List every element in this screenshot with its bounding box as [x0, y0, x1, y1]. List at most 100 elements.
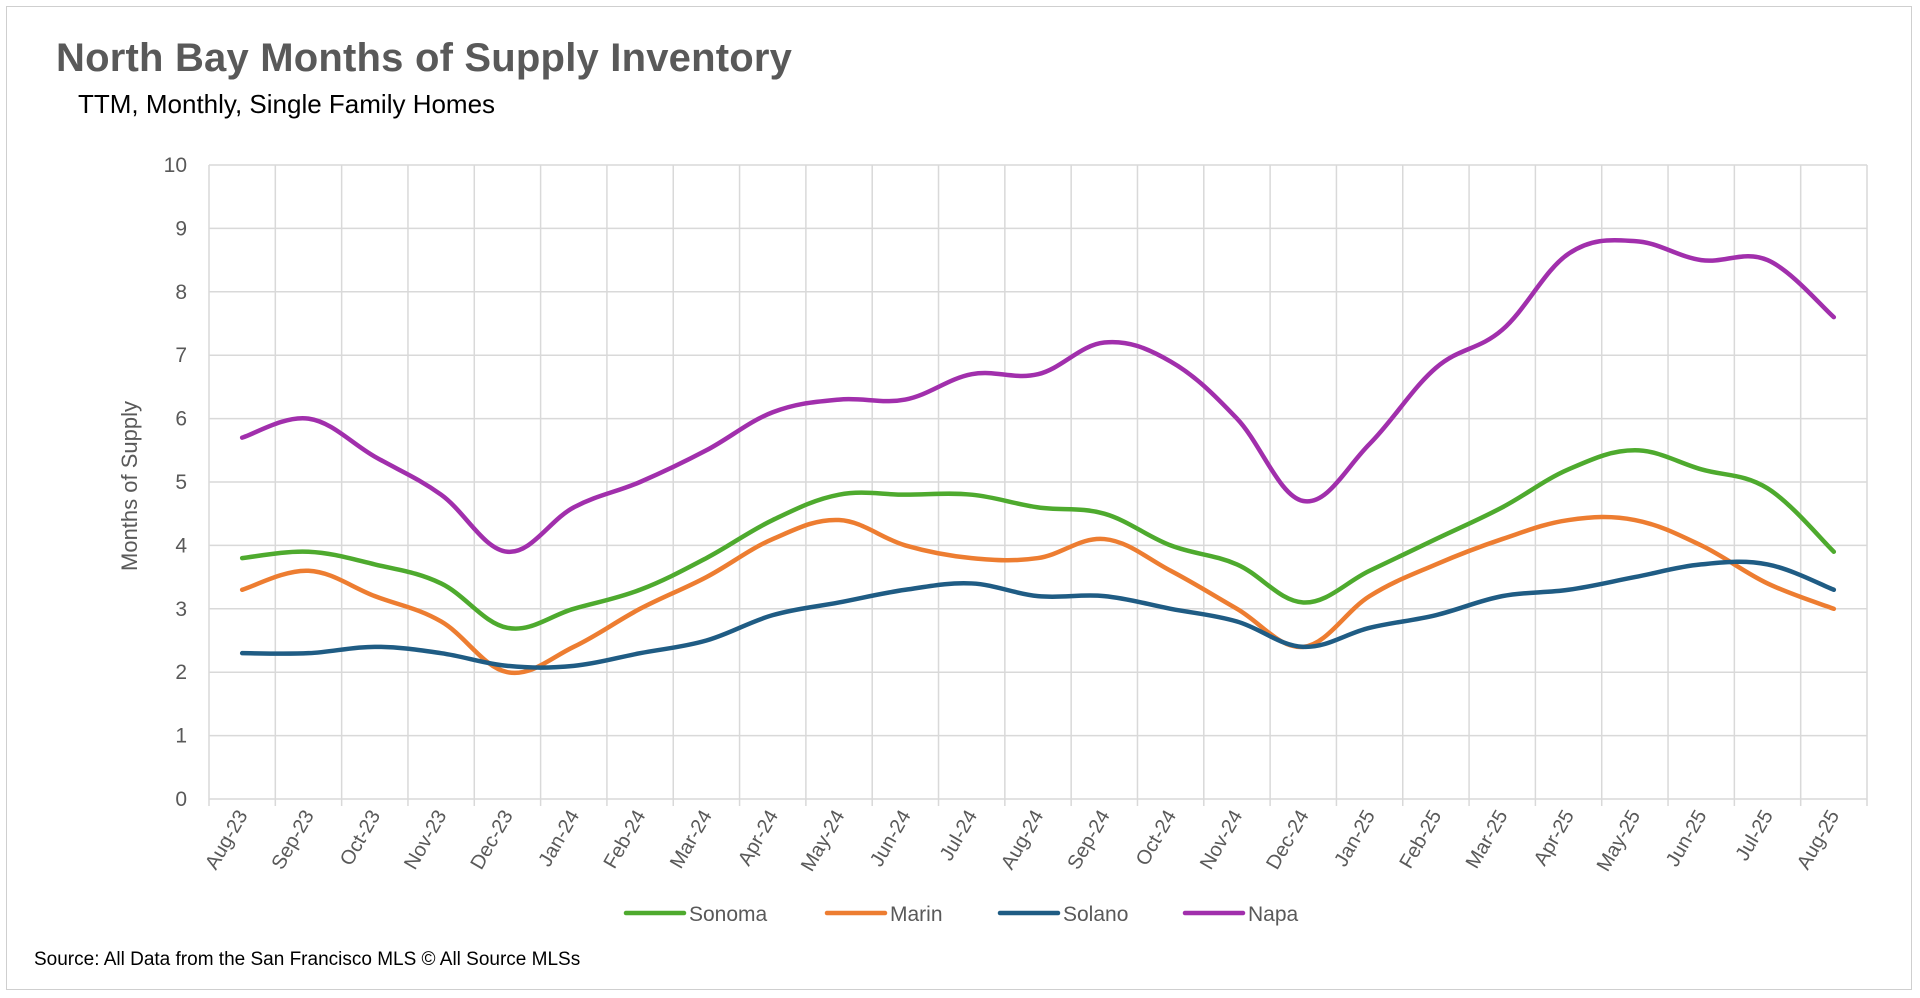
data-point-solano [771, 613, 775, 617]
data-point-sonoma [1699, 467, 1703, 471]
data-point-marin [505, 670, 509, 674]
y-tick-label: 7 [175, 344, 187, 367]
data-point-marin [439, 619, 443, 623]
data-point-sonoma [1633, 448, 1637, 452]
x-tick-label: Feb-25 [1396, 807, 1447, 873]
chart-frame [6, 6, 1912, 990]
data-point-sonoma [1036, 505, 1040, 509]
legend-label-solano: Solano [1063, 903, 1128, 926]
data-point-sonoma [903, 493, 907, 497]
data-point-marin [1102, 537, 1106, 541]
data-point-napa [1301, 499, 1305, 503]
x-tick-label: Jul-24 [936, 807, 982, 865]
data-point-napa [1567, 252, 1571, 256]
grid-lines [208, 164, 1868, 806]
x-tick-label: Sep-24 [1063, 807, 1114, 874]
data-point-napa [1633, 239, 1637, 243]
x-tick-label: Dec-24 [1262, 807, 1313, 874]
data-point-napa [306, 417, 310, 421]
data-point-napa [572, 505, 576, 509]
y-tick-label: 3 [175, 598, 187, 621]
data-point-napa [1036, 372, 1040, 376]
data-point-solano [837, 600, 841, 604]
y-axis-ticks: 0 1 2 3 4 5 6 7 8 9 10 [164, 154, 188, 811]
data-point-napa [837, 398, 841, 402]
data-point-napa [373, 455, 377, 459]
x-axis-ticks: Aug-23 Sep-23 Oct-23 Nov-23 Dec-23 Jan-24 Feb-… [201, 807, 1844, 876]
data-point-napa [1699, 258, 1703, 262]
data-point-marin [837, 518, 841, 522]
data-point-napa [638, 480, 642, 484]
data-point-solano [1102, 594, 1106, 598]
y-tick-label: 2 [175, 661, 187, 684]
data-point-napa [1434, 366, 1438, 370]
data-point-sonoma [1169, 543, 1173, 547]
x-tick-label: Nov-23 [400, 807, 451, 874]
x-tick-label: Nov-24 [1196, 807, 1247, 874]
data-point-napa [1500, 328, 1504, 332]
data-point-solano [704, 639, 708, 643]
data-point-marin [1699, 543, 1703, 547]
data-point-napa [970, 372, 974, 376]
data-point-napa [1766, 258, 1770, 262]
data-point-solano [306, 651, 310, 655]
data-point-marin [240, 588, 244, 592]
x-tick-label: Sep-23 [268, 807, 319, 874]
data-point-marin [1567, 518, 1571, 522]
data-point-marin [306, 569, 310, 573]
data-point-sonoma [1832, 550, 1836, 554]
data-point-marin [1832, 607, 1836, 611]
data-point-solano [903, 588, 907, 592]
data-point-marin [1434, 562, 1438, 566]
data-point-napa [505, 550, 509, 554]
data-point-solano [1832, 588, 1836, 592]
legend-label-sonoma: Sonoma [689, 903, 768, 926]
x-tick-label: Jun-25 [1662, 807, 1712, 871]
data-point-marin [1633, 518, 1637, 522]
data-point-marin [1766, 581, 1770, 585]
data-point-napa [704, 448, 708, 452]
data-point-marin [373, 594, 377, 598]
y-tick-label: 4 [175, 534, 187, 557]
data-point-marin [1368, 594, 1372, 598]
series-lines [239, 238, 1837, 676]
data-point-marin [771, 537, 775, 541]
data-point-solano [638, 651, 642, 655]
x-tick-label: Oct-23 [336, 807, 385, 870]
data-point-solano [1169, 607, 1173, 611]
legend: Sonoma Marin Solano Napa [623, 903, 1299, 926]
data-point-marin [1500, 537, 1504, 541]
data-point-solano [439, 651, 443, 655]
data-point-solano [1699, 562, 1703, 566]
data-point-marin [1169, 569, 1173, 573]
data-point-napa [903, 398, 907, 402]
data-point-napa [240, 436, 244, 440]
data-point-marin [638, 607, 642, 611]
series-line-napa [239, 238, 1837, 554]
x-tick-label: Jul-25 [1732, 807, 1778, 865]
data-point-napa [439, 493, 443, 497]
data-point-sonoma [572, 607, 576, 611]
y-tick-label: 1 [175, 725, 187, 748]
data-point-marin [903, 543, 907, 547]
x-tick-label: Dec-23 [466, 807, 517, 874]
data-point-solano [970, 581, 974, 585]
x-tick-label: Jun-24 [866, 807, 916, 871]
data-point-sonoma [970, 493, 974, 497]
y-tick-label: 8 [175, 281, 187, 304]
legend-label-marin: Marin [890, 903, 943, 926]
x-tick-label: Jan-24 [534, 807, 584, 871]
x-tick-label: Mar-24 [666, 807, 717, 873]
data-point-sonoma [837, 493, 841, 497]
data-point-sonoma [1301, 600, 1305, 604]
data-point-sonoma [1500, 505, 1504, 509]
data-point-napa [1102, 341, 1106, 345]
data-point-marin [704, 575, 708, 579]
x-tick-label: Feb-24 [600, 807, 651, 873]
data-point-solano [1434, 613, 1438, 617]
data-point-solano [1301, 645, 1305, 649]
data-point-napa [1832, 315, 1836, 319]
x-tick-label: May-24 [797, 807, 849, 876]
data-point-sonoma [1766, 486, 1770, 490]
chart-subtitle: TTM, Monthly, Single Family Homes [78, 89, 496, 119]
